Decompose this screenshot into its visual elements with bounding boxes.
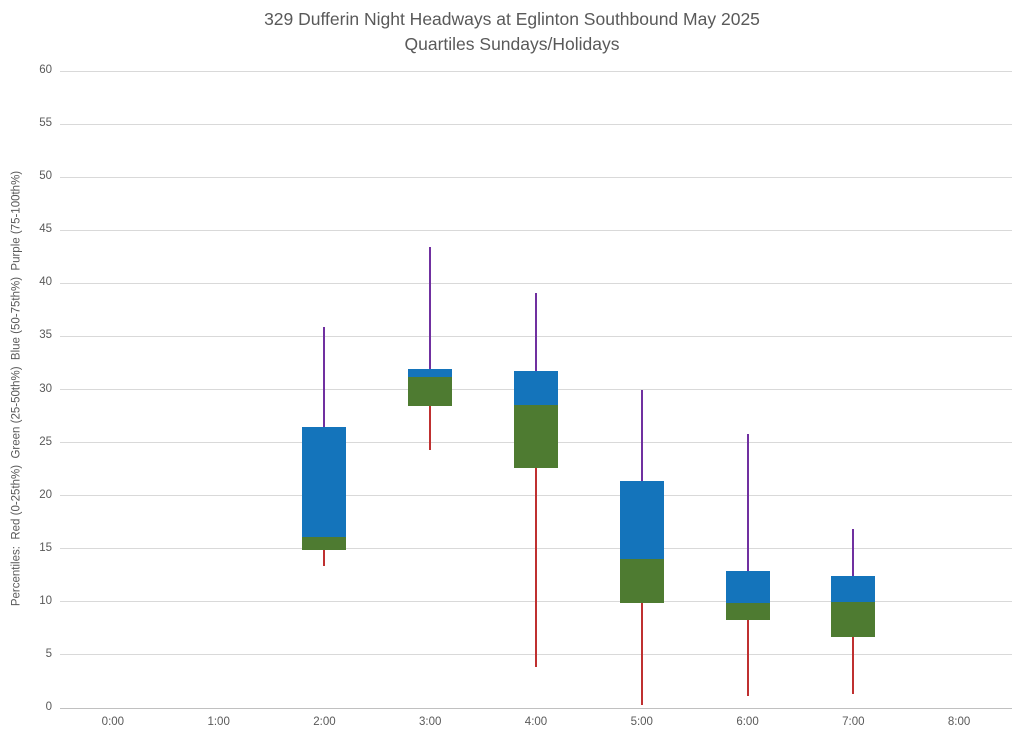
box-blue bbox=[831, 576, 876, 602]
box-green bbox=[302, 537, 347, 550]
x-tick-label: 4:00 bbox=[524, 716, 548, 728]
box-whisker-upper bbox=[640, 389, 643, 481]
chart-title-line1: 329 Dufferin Night Headways at Eglinton … bbox=[264, 9, 760, 29]
y-tick-label: 5 bbox=[45, 647, 52, 660]
y-tick-label: 30 bbox=[39, 382, 52, 395]
y-tick-label: 35 bbox=[39, 329, 52, 342]
x-tick-label: 5:00 bbox=[630, 716, 653, 728]
chart-title: 329 Dufferin Night Headways at Eglinton … bbox=[0, 7, 1024, 57]
y-tick-label: 20 bbox=[39, 488, 52, 501]
x-tick-label: 1:00 bbox=[207, 716, 230, 728]
x-tick-label: 6:00 bbox=[736, 716, 759, 728]
box-blue bbox=[302, 426, 347, 538]
box-whisker-upper bbox=[852, 528, 855, 577]
box-whisker-lower bbox=[429, 406, 432, 450]
box-whisker-lower bbox=[852, 636, 855, 695]
y-tick-label: 15 bbox=[39, 541, 52, 554]
x-tick-label: 8:00 bbox=[947, 716, 971, 728]
box-whisker-lower bbox=[535, 468, 537, 667]
box-whisker-lower bbox=[323, 549, 326, 566]
y-tick-label: 55 bbox=[39, 117, 52, 130]
box-whisker-lower bbox=[746, 619, 749, 697]
box-whisker-lower bbox=[640, 602, 643, 705]
y-tick-label: 45 bbox=[39, 223, 52, 236]
gridline bbox=[60, 282, 1012, 284]
y-tick-label: 0 bbox=[45, 701, 52, 713]
box-blue bbox=[514, 371, 558, 406]
box-blue bbox=[725, 571, 770, 603]
gridline bbox=[60, 229, 1012, 231]
box-green bbox=[725, 602, 770, 620]
box-whisker-upper bbox=[429, 247, 432, 370]
x-tick-label: 7:00 bbox=[842, 716, 865, 728]
box-green bbox=[619, 559, 664, 603]
x-tick-label: 0:00 bbox=[101, 716, 125, 728]
box-whisker-upper bbox=[323, 326, 326, 427]
box-blue bbox=[619, 480, 664, 560]
gridline bbox=[60, 70, 1012, 72]
y-tick-label: 25 bbox=[39, 435, 52, 448]
box-blue bbox=[408, 369, 453, 377]
box-whisker-upper bbox=[535, 292, 537, 372]
box-green bbox=[831, 601, 876, 637]
gridline bbox=[60, 176, 1012, 178]
gridline bbox=[60, 123, 1012, 125]
y-tick-label: 40 bbox=[39, 276, 52, 289]
x-tick-label: 2:00 bbox=[313, 716, 336, 728]
y-tick-label: 60 bbox=[39, 64, 52, 76]
x-axis-line bbox=[60, 707, 1012, 709]
chart-title-line2: Quartiles Sundays/Holidays bbox=[404, 34, 620, 54]
box-green bbox=[514, 405, 558, 469]
y-tick-label: 10 bbox=[39, 594, 52, 607]
x-tick-label: 3:00 bbox=[419, 716, 442, 728]
box-whisker-upper bbox=[746, 434, 749, 572]
y-tick-label: 50 bbox=[39, 170, 52, 183]
box-green bbox=[408, 376, 453, 407]
